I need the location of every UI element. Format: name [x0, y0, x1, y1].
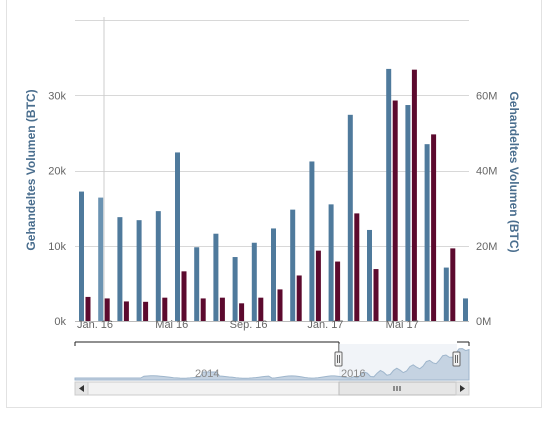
- bar-volume-fiat[interactable]: [123, 301, 129, 321]
- bar-volume-btc[interactable]: [98, 197, 104, 321]
- bar-volume-btc[interactable]: [271, 228, 276, 321]
- x-axis-ticks: Jan. 16 Mai 16 Sep. 16 Jan. 17 Mai 17: [77, 319, 419, 331]
- x-tick-label: Jan. 16: [77, 319, 113, 331]
- bar-volume-btc[interactable]: [405, 105, 411, 321]
- y-axis-right-title: Gehandeltes Volumen (BTC): [507, 91, 521, 252]
- x-tick-label: Mai 17: [386, 319, 419, 331]
- y-tick-label-right: 40M: [476, 166, 497, 178]
- chart-frame: [6, 0, 542, 408]
- bar-volume-fiat[interactable]: [373, 269, 379, 321]
- y-tick-label-left: 30k: [48, 90, 66, 102]
- bar-volume-btc[interactable]: [424, 144, 430, 321]
- bar-volume-btc[interactable]: [328, 204, 334, 321]
- bar-volume-fiat[interactable]: [181, 271, 187, 321]
- bar-volume-btc[interactable]: [232, 257, 238, 321]
- bar-volume-btc[interactable]: [155, 211, 161, 321]
- bar-volume-btc[interactable]: [79, 191, 84, 321]
- bar-volume-btc[interactable]: [290, 209, 296, 321]
- y-tick-label-right: 0M: [476, 316, 491, 328]
- y-tick-label-right: 60M: [476, 90, 497, 102]
- bar-volume-fiat[interactable]: [450, 248, 456, 321]
- x-tick-label: Mai 16: [155, 319, 188, 331]
- bar-volume-btc[interactable]: [213, 233, 219, 321]
- navigator-year-label: 2016: [341, 368, 365, 380]
- bar-volume-fiat[interactable]: [258, 297, 264, 321]
- bar-volume-btc[interactable]: [463, 298, 468, 321]
- bar-volume-fiat[interactable]: [335, 261, 341, 321]
- bar-volume-fiat[interactable]: [431, 134, 437, 321]
- bar-volume-fiat[interactable]: [219, 297, 225, 321]
- bar-volume-fiat[interactable]: [143, 301, 149, 321]
- arrow-right-icon: [460, 385, 465, 392]
- bar-volume-fiat[interactable]: [354, 213, 360, 321]
- bar-volume-btc[interactable]: [347, 114, 353, 321]
- y-axis-left-ticks: 0k 10k 20k 30k: [48, 90, 66, 328]
- y-axis-right-ticks: 0M 20M 40M 60M: [476, 90, 497, 328]
- navigator-left-handle[interactable]: [334, 351, 343, 367]
- y-tick-label-left: 20k: [48, 166, 66, 178]
- bar-volume-fiat[interactable]: [411, 69, 417, 321]
- bar-volume-btc[interactable]: [175, 152, 180, 321]
- navigator[interactable]: 2014 2016: [74, 341, 470, 382]
- scrollbar[interactable]: [74, 381, 470, 396]
- bar-volume-btc[interactable]: [117, 217, 123, 321]
- bar-volume-btc[interactable]: [309, 161, 315, 321]
- bars: [79, 68, 468, 321]
- bar-volume-btc[interactable]: [443, 267, 449, 321]
- bar-volume-fiat[interactable]: [239, 303, 245, 321]
- bar-volume-fiat[interactable]: [162, 297, 168, 321]
- bar-volume-fiat[interactable]: [296, 275, 302, 321]
- bar-volume-fiat[interactable]: [277, 289, 283, 321]
- x-tick-label: Jan. 17: [307, 319, 343, 331]
- y-tick-label-right: 20M: [476, 241, 497, 253]
- navigator-right-handle[interactable]: [452, 351, 461, 367]
- y-tick-label-left: 0k: [54, 316, 66, 328]
- bar-volume-btc[interactable]: [251, 242, 257, 321]
- bar-volume-btc[interactable]: [194, 247, 200, 321]
- bar-volume-btc[interactable]: [386, 68, 392, 321]
- bar-volume-btc[interactable]: [367, 229, 372, 321]
- arrow-left-icon: [79, 385, 84, 392]
- bar-volume-fiat[interactable]: [315, 250, 321, 321]
- bar-volume-fiat[interactable]: [104, 298, 110, 321]
- navigator-series-area: [74, 348, 470, 381]
- navigator-year-label: 2014: [195, 368, 219, 380]
- bar-volume-fiat[interactable]: [200, 298, 206, 321]
- y-tick-label-left: 10k: [48, 241, 66, 253]
- y-axis-left-title: Gehandeltes Volumen (BTC): [24, 89, 38, 250]
- x-tick-label: Sep. 16: [230, 319, 268, 331]
- bar-volume-btc[interactable]: [136, 220, 142, 321]
- bar-volume-fiat[interactable]: [85, 296, 91, 321]
- bar-volume-fiat[interactable]: [392, 100, 398, 321]
